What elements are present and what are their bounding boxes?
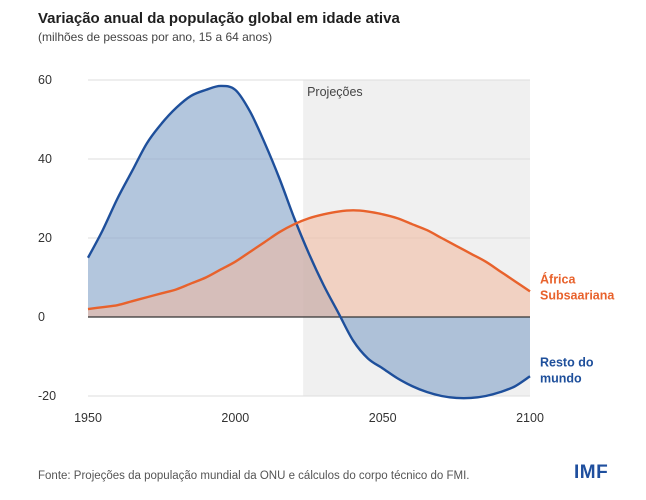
series-label-africa-line-0: África [540, 271, 576, 286]
y-tick-label-4: -20 [38, 389, 56, 403]
x-tick-label-0: 1950 [74, 411, 102, 425]
x-tick-label-2: 2050 [369, 411, 397, 425]
area-chart: Projeções 60 40 20 0 -20 1950 2000 2050 2100 Resto… [38, 73, 615, 425]
area-africa [88, 210, 530, 317]
projection-label: Projeções [307, 85, 363, 99]
y-tick-label-2: 20 [38, 231, 52, 245]
y-tick-label-3: 0 [38, 310, 45, 324]
series-label-world-line-0: Resto do [540, 355, 594, 369]
chart-subtitle: (milhões de pessoas por ano, 15 a 64 ano… [38, 30, 273, 44]
y-tick-label-0: 60 [38, 73, 52, 87]
series-label-world-line-1: mundo [540, 371, 582, 385]
chart-title: Variação anual da população global em id… [38, 10, 400, 27]
area-world [88, 85, 530, 399]
y-tick-label-1: 40 [38, 152, 52, 166]
series-label-africa: África Subsaariana [540, 271, 615, 302]
x-tick-label-3: 2100 [516, 411, 544, 425]
imf-logo: IMF [574, 462, 609, 483]
series-label-africa-line-1: Subsaariana [540, 288, 615, 302]
x-tick-label-1: 2000 [221, 411, 249, 425]
line-world [86, 84, 531, 400]
series-label-world: Resto do mundo [540, 355, 594, 385]
line-africa [87, 209, 531, 311]
source-note: Fonte: Projeções da população mundial da… [38, 470, 470, 482]
